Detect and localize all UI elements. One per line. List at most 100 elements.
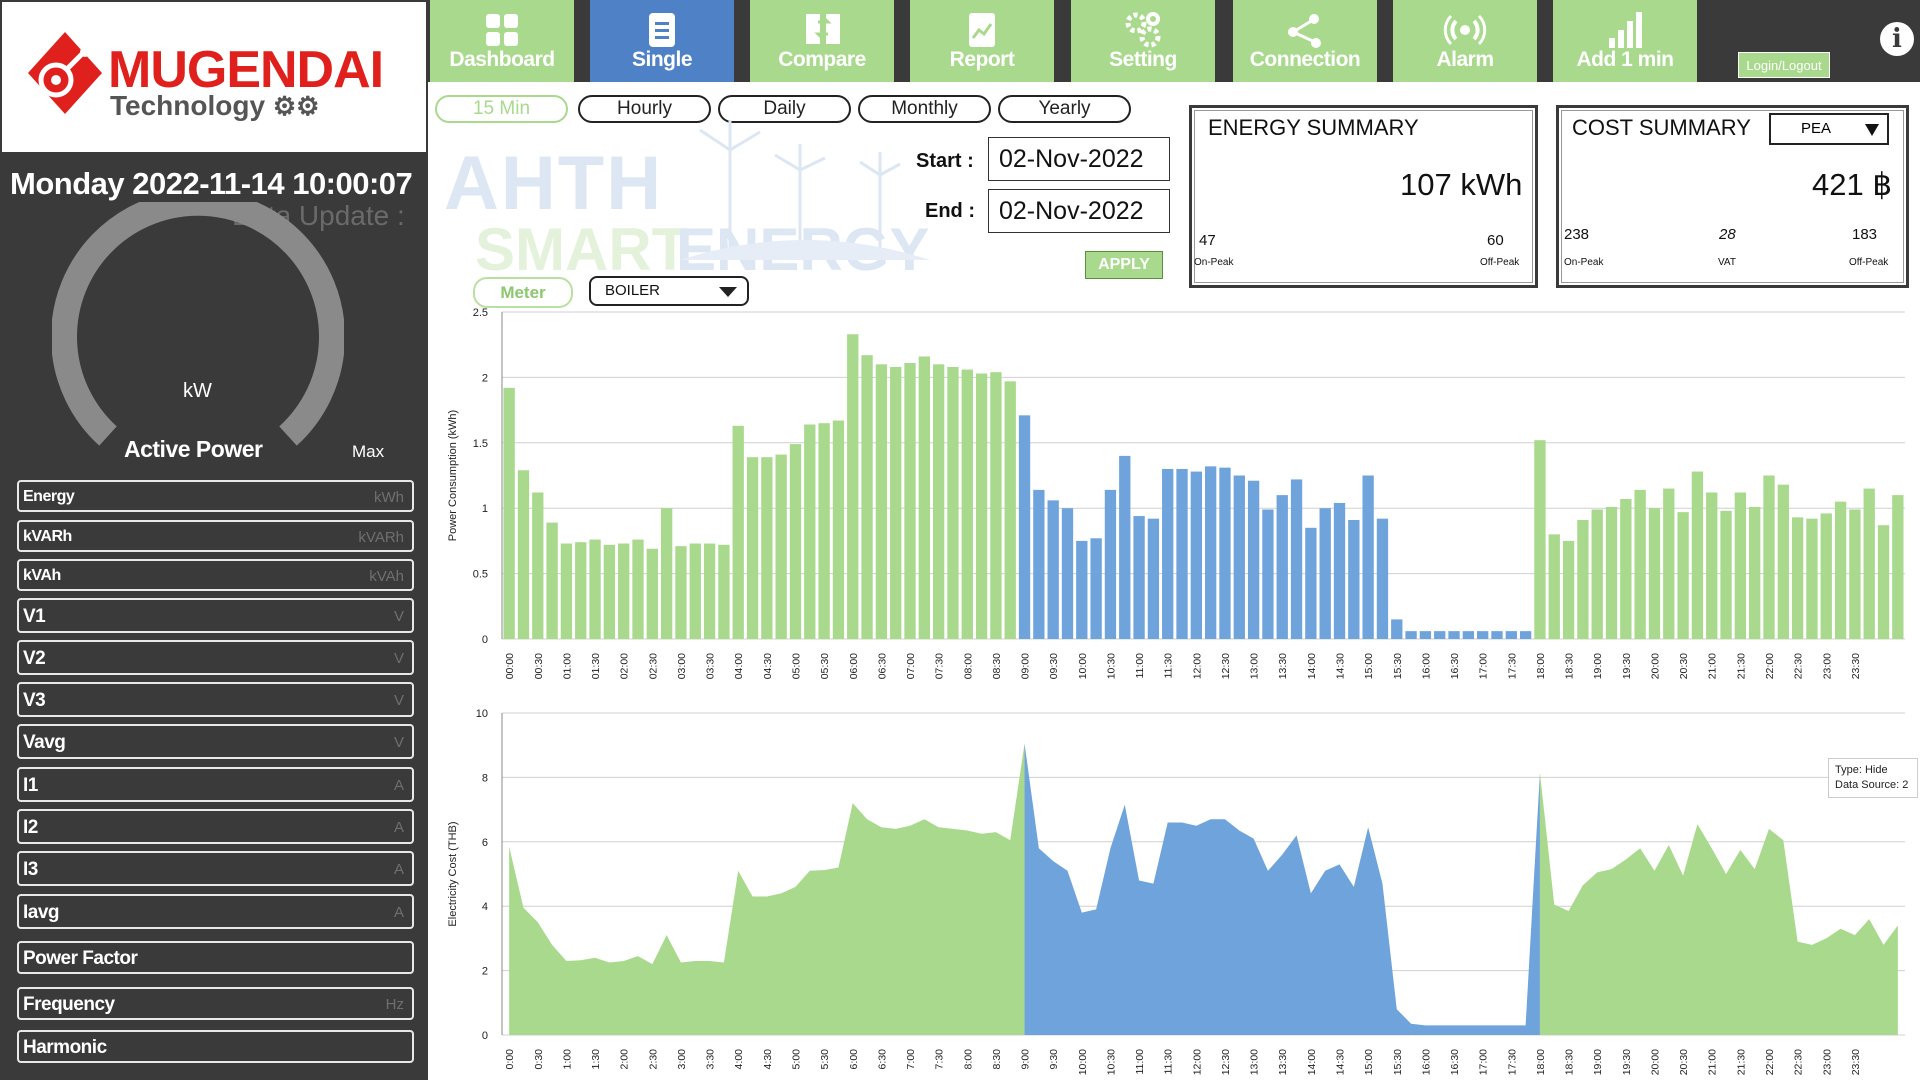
bar[interactable] <box>532 492 544 639</box>
nav-add-1-min-button[interactable]: Add 1 min <box>1553 0 1697 82</box>
bar[interactable] <box>804 424 816 639</box>
bar[interactable] <box>1634 489 1646 639</box>
bar[interactable] <box>1190 471 1202 639</box>
bar[interactable] <box>947 366 959 639</box>
bar[interactable] <box>847 334 859 639</box>
bar[interactable] <box>1534 440 1546 639</box>
bar[interactable] <box>1491 631 1503 639</box>
bar[interactable] <box>1648 508 1661 639</box>
bar[interactable] <box>589 539 601 639</box>
bar[interactable] <box>1119 455 1131 639</box>
period-monthly-button[interactable]: Monthly <box>858 95 991 123</box>
bar[interactable] <box>1262 509 1274 639</box>
period-15-min-button[interactable]: 15 Min <box>435 95 568 123</box>
period-yearly-button[interactable]: Yearly <box>998 95 1131 123</box>
param-v3[interactable]: V3 V <box>17 682 414 717</box>
nav-connection-button[interactable]: Connection <box>1233 0 1377 82</box>
bar[interactable] <box>1620 499 1632 639</box>
bar[interactable] <box>918 356 930 639</box>
nav-compare-button[interactable]: Compare <box>750 0 894 82</box>
bar[interactable] <box>1276 495 1288 639</box>
bar[interactable] <box>1205 466 1217 639</box>
bar[interactable] <box>1176 468 1188 639</box>
bar[interactable] <box>1663 488 1675 639</box>
bar[interactable] <box>675 546 687 639</box>
bar[interactable] <box>1448 631 1460 639</box>
bar[interactable] <box>932 364 945 639</box>
bar[interactable] <box>1677 512 1689 639</box>
bar[interactable] <box>1076 540 1088 639</box>
bar[interactable] <box>961 369 973 639</box>
param-v1[interactable]: V1 V <box>17 598 414 633</box>
param-energy[interactable]: Energy kWh <box>17 480 414 512</box>
bar[interactable] <box>1691 471 1704 639</box>
bar[interactable] <box>575 542 587 639</box>
bar[interactable] <box>703 543 716 639</box>
bar[interactable] <box>1219 467 1231 639</box>
bar[interactable] <box>1391 619 1403 639</box>
bar[interactable] <box>1763 475 1775 640</box>
bar[interactable] <box>1777 484 1789 639</box>
bar[interactable] <box>603 544 616 639</box>
bar[interactable] <box>1577 519 1589 639</box>
bar[interactable] <box>1877 525 1890 639</box>
param-kvarh[interactable]: kVARh kVARh <box>17 520 414 552</box>
bar[interactable] <box>1548 534 1560 639</box>
bar[interactable] <box>1004 381 1016 639</box>
bar[interactable] <box>618 543 630 639</box>
bar[interactable] <box>975 373 988 639</box>
param-i3[interactable]: I3 A <box>17 851 414 886</box>
bar[interactable] <box>1290 479 1303 639</box>
bar[interactable] <box>1863 488 1875 639</box>
bar[interactable] <box>1247 480 1260 639</box>
bar[interactable] <box>646 548 658 639</box>
bar[interactable] <box>1562 540 1575 639</box>
nav-alarm-button[interactable]: Alarm <box>1393 0 1537 82</box>
off-peak-area[interactable] <box>1539 772 1898 1035</box>
bar[interactable] <box>1348 519 1360 639</box>
bar[interactable] <box>1434 631 1446 639</box>
period-daily-button[interactable]: Daily <box>718 95 851 123</box>
bar[interactable] <box>1849 509 1861 639</box>
bar[interactable] <box>1362 475 1374 640</box>
bar[interactable] <box>1806 518 1818 639</box>
bar[interactable] <box>1419 631 1432 639</box>
bar[interactable] <box>890 366 902 639</box>
on-peak-area[interactable] <box>1024 743 1540 1035</box>
bar[interactable] <box>1734 492 1747 639</box>
bar[interactable] <box>1591 509 1603 639</box>
bar[interactable] <box>1791 517 1804 639</box>
bar[interactable] <box>632 539 644 639</box>
param-power-factor[interactable]: Power Factor <box>17 941 414 974</box>
bar[interactable] <box>861 355 873 639</box>
end-date-input[interactable]: 02-Nov-2022 <box>988 189 1170 233</box>
bar[interactable] <box>1033 489 1045 639</box>
info-icon[interactable]: i <box>1880 22 1914 56</box>
bar[interactable] <box>517 470 530 639</box>
bar[interactable] <box>1462 631 1475 639</box>
param-kvah[interactable]: kVAh kVAh <box>17 559 414 591</box>
bar[interactable] <box>689 543 701 639</box>
bar[interactable] <box>1749 506 1761 639</box>
bar[interactable] <box>660 508 673 639</box>
bar[interactable] <box>1090 538 1102 639</box>
bar[interactable] <box>546 522 558 639</box>
bar[interactable] <box>503 387 515 639</box>
bar[interactable] <box>1477 631 1489 639</box>
bar[interactable] <box>1162 468 1174 639</box>
bar[interactable] <box>560 543 573 639</box>
bar[interactable] <box>718 544 730 639</box>
param-i1[interactable]: I1 A <box>17 767 414 802</box>
bar[interactable] <box>990 372 1002 639</box>
start-date-input[interactable]: 02-Nov-2022 <box>988 137 1170 181</box>
bar[interactable] <box>789 444 802 639</box>
bar[interactable] <box>1333 502 1346 639</box>
bar[interactable] <box>1376 518 1389 639</box>
param-harmonic[interactable]: Harmonic <box>17 1030 414 1063</box>
bar[interactable] <box>1018 415 1031 639</box>
bar[interactable] <box>761 457 773 639</box>
bar[interactable] <box>1706 492 1718 639</box>
login-logout-button[interactable]: Login/Logout <box>1738 52 1830 78</box>
bar[interactable] <box>1047 500 1059 639</box>
off-peak-area[interactable] <box>509 743 1025 1035</box>
